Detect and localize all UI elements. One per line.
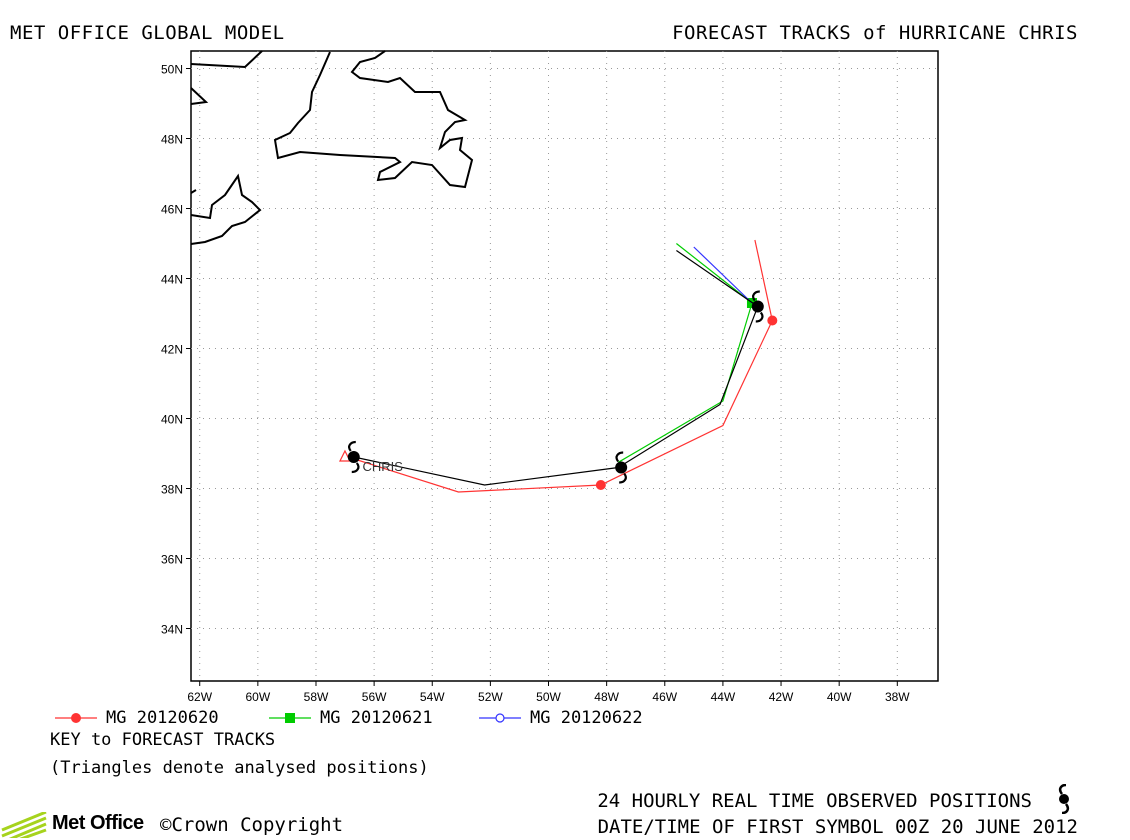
- met-office-logo-icon: [0, 812, 50, 838]
- lat-tick-label: 48N: [161, 133, 183, 147]
- lat-tick-label: 42N: [161, 343, 183, 357]
- lat-tick-label: 36N: [161, 553, 183, 567]
- lon-tick-label: 60W: [246, 690, 271, 704]
- lon-tick-label: 54W: [420, 690, 445, 704]
- lon-tick-label: 40W: [827, 690, 852, 704]
- met-office-logo-text: Met Office: [52, 812, 144, 835]
- lon-tick-label: 48W: [594, 690, 619, 704]
- map-frame: [191, 51, 938, 681]
- coastline: [191, 51, 472, 244]
- lat-tick-label: 40N: [161, 413, 183, 427]
- lat-tick-label: 34N: [161, 623, 183, 637]
- lon-tick-label: 50W: [536, 690, 561, 704]
- lat-tick-label: 44N: [161, 273, 183, 287]
- lon-tick-label: 62W: [187, 690, 212, 704]
- track-marker: [596, 480, 606, 490]
- hurricane-symbol: [615, 453, 627, 483]
- coastline-newfoundland: [191, 51, 472, 187]
- lon-tick-label: 44W: [711, 690, 736, 704]
- hurricane-symbol-icon: [1052, 784, 1076, 814]
- lon-tick-label: 46W: [652, 690, 677, 704]
- lon-tick-label: 52W: [478, 690, 503, 704]
- key-title: KEY to FORECAST TRACKS: [50, 730, 275, 750]
- first-symbol-date: DATE/TIME OF FIRST SYMBOL 00Z 20 JUNE 20…: [598, 816, 1078, 838]
- lon-tick-label: 38W: [885, 690, 910, 704]
- coastline-nova-scotia: [191, 176, 260, 244]
- legend-label: MG 20120621: [320, 708, 433, 728]
- track-line: [618, 244, 752, 463]
- legend-label: MG 20120620: [106, 708, 219, 728]
- map-grid: [186, 51, 938, 686]
- legend-label: MG 20120622: [530, 708, 643, 728]
- key-note: (Triangles denote analysed positions): [50, 758, 429, 778]
- copyright: ©Crown Copyright: [160, 814, 343, 836]
- track-line: [354, 251, 758, 486]
- track-marker: [767, 316, 777, 326]
- lat-tick-label: 46N: [161, 203, 183, 217]
- lon-tick-label: 42W: [769, 690, 794, 704]
- lon-tick-label: 56W: [362, 690, 387, 704]
- storm-name-label: CHRIS: [362, 459, 403, 474]
- lon-tick-label: 58W: [304, 690, 329, 704]
- observed-positions-note: 24 HOURLY REAL TIME OBSERVED POSITIONS: [597, 790, 1032, 812]
- observed-positions: [348, 292, 764, 483]
- forecast-tracks: [340, 240, 777, 492]
- lat-tick-label: 38N: [161, 483, 183, 497]
- track-line: [348, 240, 772, 492]
- hurricane-symbol: [348, 442, 360, 472]
- lat-tick-label: 50N: [161, 63, 183, 77]
- axis-labels: 50N 48N 46N 44N 42N 40N 38N 36N 34N 62W 60W 58W 56W 5…: [161, 63, 910, 705]
